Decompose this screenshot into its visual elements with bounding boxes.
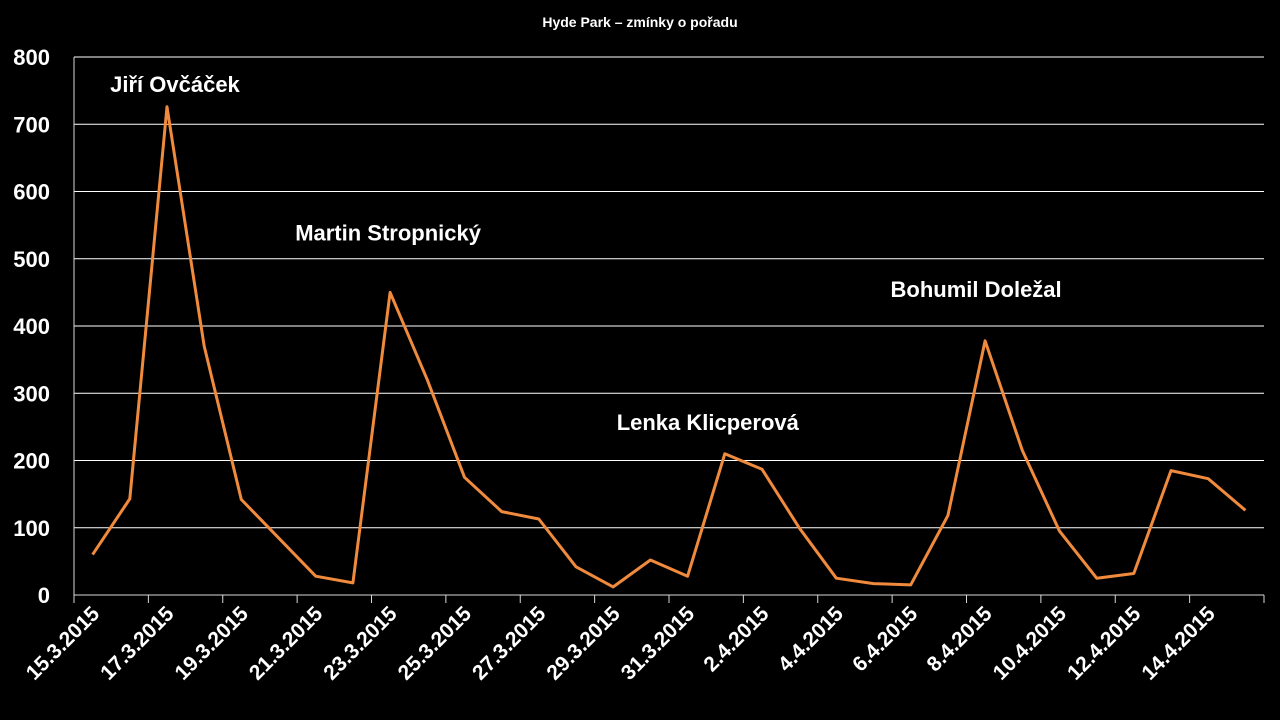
x-tick-label: 27.3.2015 (468, 602, 551, 685)
y-tick-label: 0 (38, 583, 50, 608)
y-axis-ticks: 0 100 200 300 400 500 600 700 800 (13, 45, 50, 608)
x-tick-label: 25.3.2015 (394, 602, 477, 685)
chart-title: Hyde Park – zmínky o pořadu (542, 14, 737, 30)
x-axis-ticks: 15.3.201517.3.201519.3.201521.3.201523.3… (22, 602, 1220, 685)
x-tick-label: 8.4.2015 (923, 602, 997, 676)
y-tick-label: 100 (13, 516, 50, 541)
annotations: Jiří Ovčáček Martin Stropnický Lenka Klicp… (110, 72, 1062, 435)
x-tick-label: 21.3.2015 (245, 602, 328, 685)
y-tick-label: 200 (13, 449, 50, 474)
x-tick-label: 10.4.2015 (989, 602, 1072, 685)
x-tick-label: 17.3.2015 (96, 602, 179, 685)
series-line (91, 105, 1247, 589)
x-tick-label: 12.4.2015 (1063, 602, 1146, 685)
x-tick-label: 23.3.2015 (319, 602, 402, 685)
annotation-label: Jiří Ovčáček (110, 72, 240, 97)
y-tick-label: 400 (13, 314, 50, 339)
x-tick-label: 4.4.2015 (774, 602, 848, 676)
series (91, 105, 1247, 589)
x-tick-label: 15.3.2015 (22, 602, 105, 685)
x-tick-label: 29.3.2015 (542, 602, 625, 685)
x-tick-label: 6.4.2015 (848, 602, 922, 676)
gridlines (74, 56, 1264, 529)
x-tick-label: 2.4.2015 (699, 602, 773, 676)
y-tick-label: 600 (13, 180, 50, 205)
x-axis (73, 57, 1265, 603)
annotation-label: Lenka Klicperová (617, 410, 800, 435)
y-tick-label: 700 (13, 112, 50, 137)
x-tick-label: 14.4.2015 (1137, 602, 1220, 685)
y-tick-label: 300 (13, 381, 50, 406)
annotation-label: Bohumil Doležal (891, 277, 1062, 302)
annotation-label: Martin Stropnický (295, 220, 482, 245)
x-tick-label: 31.3.2015 (617, 602, 700, 685)
y-tick-label: 800 (13, 45, 50, 70)
x-tick-label: 19.3.2015 (171, 602, 254, 685)
y-tick-label: 500 (13, 247, 50, 272)
